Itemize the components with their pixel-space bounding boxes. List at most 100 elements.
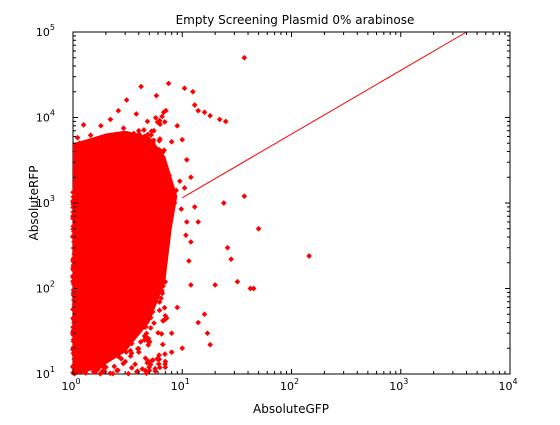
scatter-point (155, 225, 161, 232)
scatter-point (183, 232, 189, 239)
scatter-point (174, 122, 181, 129)
scatter-point (212, 282, 218, 288)
x-tick-label: 101 (171, 377, 190, 393)
scatter-point (135, 345, 142, 352)
scatter-point (142, 355, 149, 362)
scatter-point (109, 345, 116, 352)
y-tick-base: 10 (36, 197, 50, 210)
scatter-point (74, 293, 81, 300)
scatter-point (152, 365, 158, 372)
x-tick-base: 10 (498, 380, 512, 393)
y-tick-exp: 4 (50, 109, 55, 118)
scatter-point (195, 107, 202, 114)
scatter-point (82, 166, 89, 172)
scatter-point (127, 347, 134, 354)
chart-title: Empty Screening Plasmid 0% arabinose (176, 13, 415, 27)
scatter-point (149, 357, 156, 364)
scatter-point (113, 185, 120, 191)
scatter-point (113, 337, 120, 343)
x-tick-label: 103 (389, 377, 408, 393)
x-tick-exp: 0 (75, 377, 80, 386)
data-layer (70, 31, 467, 377)
scatter-point (122, 152, 128, 159)
scatter-point (165, 80, 172, 87)
scatter-point (141, 333, 148, 340)
scatter-point (166, 172, 173, 179)
y-tick-base: 10 (36, 283, 50, 296)
scatter-point (100, 219, 107, 225)
scatter-point (146, 364, 152, 371)
scatter-point (157, 121, 163, 128)
x-axis-label: AbsoluteGFP (253, 402, 329, 416)
x-tick-base: 10 (280, 380, 294, 393)
scatter-point (188, 239, 194, 245)
scatter-point (186, 258, 192, 264)
scatter-point (250, 285, 257, 292)
x-tick-base: 10 (171, 380, 185, 393)
scatter-point (78, 213, 85, 220)
scatter-point (103, 251, 109, 258)
scatter-point (158, 155, 164, 162)
y-tick-label: 104 (36, 109, 55, 125)
scatter-point (107, 116, 114, 123)
scatter-point (195, 319, 202, 326)
x-tick-exp: 1 (185, 377, 190, 386)
scatter-point (129, 330, 136, 337)
scatter-point (207, 341, 213, 348)
scatter-point (76, 259, 83, 266)
scatter-point (76, 140, 83, 147)
scatter-point (135, 349, 142, 356)
y-tick-label: 101 (36, 365, 55, 381)
y-tick-base: 10 (36, 26, 50, 39)
scatter-point (92, 153, 99, 160)
scatter-point (173, 187, 180, 194)
scatter-point (181, 85, 188, 92)
scatter-point (159, 113, 165, 120)
scatter-point (241, 193, 248, 200)
scatter-point (72, 185, 79, 191)
scatter-point (133, 111, 140, 117)
scatter-point (151, 127, 157, 134)
scatter-point (160, 318, 167, 324)
scatter-point (201, 311, 208, 318)
scatter-point (148, 263, 155, 270)
scatter-point (70, 364, 76, 371)
scatter-point (190, 88, 196, 95)
scatter-point (125, 370, 132, 377)
scatter-point (255, 225, 262, 232)
scatter-point (216, 116, 223, 123)
scatter-point (143, 370, 150, 377)
scatter-point (155, 361, 162, 367)
scatter-point (162, 364, 169, 371)
scatter-point (86, 204, 92, 210)
scatter-point (128, 365, 135, 371)
scatter-point (80, 193, 87, 200)
y-axis-label: AbsoluteRFP (27, 166, 41, 241)
scatter-point (84, 356, 91, 362)
series-line (181, 31, 467, 199)
scatter-point (100, 146, 107, 153)
scatter-point (151, 193, 157, 200)
density-cloud (70, 107, 178, 377)
scatter-point (152, 114, 159, 121)
scatter-point (146, 367, 153, 374)
scatter-point (159, 341, 166, 348)
scatter-point (155, 330, 161, 336)
scatter-point (117, 161, 123, 168)
scatter-point (111, 363, 118, 370)
scatter-point (92, 369, 99, 376)
y-tick-exp: 5 (50, 23, 55, 32)
scatter-point (151, 320, 157, 326)
scatter-point (156, 289, 163, 296)
y-tick-label: 105 (36, 23, 55, 39)
scatter-point (74, 134, 81, 141)
scatter-point (155, 356, 161, 362)
scatter-point (156, 138, 163, 144)
y-tick-exp: 3 (50, 194, 55, 203)
scatter-point (132, 361, 138, 368)
scatter-point (145, 358, 152, 364)
scatter-point (163, 315, 170, 321)
scatter-point (168, 349, 175, 356)
scatter-point (89, 174, 96, 181)
